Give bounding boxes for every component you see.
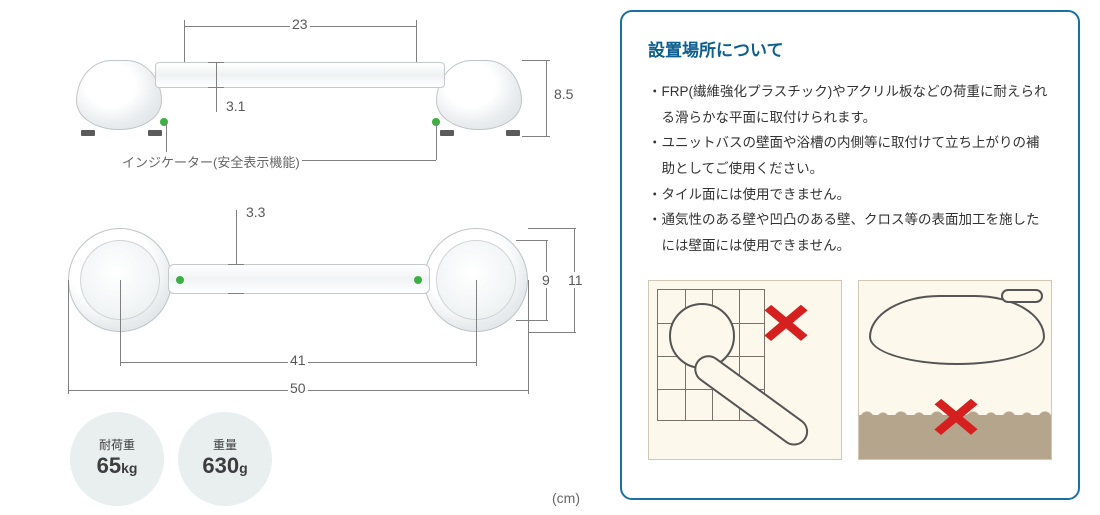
spec-unit: g bbox=[239, 460, 248, 476]
installation-info-panel: 設置場所について ・FRP(繊維強化プラスチック)やアクリル板などの荷重に耐えら… bbox=[620, 10, 1080, 500]
dim-tick bbox=[516, 320, 548, 321]
red-x-icon: × bbox=[931, 381, 981, 453]
grab-bar-side bbox=[155, 62, 445, 88]
dim-tick bbox=[184, 20, 185, 62]
dim-line bbox=[546, 60, 547, 136]
dim-tick bbox=[208, 87, 224, 88]
indicator-dot bbox=[176, 276, 184, 284]
info-bullet: ・FRP(繊維強化プラスチック)やアクリル板などの荷重に耐えられる滑らかな平面に… bbox=[648, 79, 1052, 130]
dim-tick bbox=[528, 332, 576, 333]
spec-value: 630 bbox=[202, 453, 239, 478]
dim-value: 8.5 bbox=[552, 86, 575, 102]
rubber-pad bbox=[81, 130, 95, 136]
dim-value: 50 bbox=[288, 380, 308, 396]
warning-rough-surface: × bbox=[858, 280, 1052, 460]
dim-value: 3.1 bbox=[224, 98, 247, 114]
warning-tile-surface: × bbox=[648, 280, 842, 460]
dim-tick bbox=[228, 293, 244, 294]
rubber-pad bbox=[506, 130, 520, 136]
dim-tick bbox=[236, 210, 237, 264]
info-bullet: ・通気性のある壁や凹凸のある壁、クロス等の表面加工を施したには壁面には使用できま… bbox=[648, 207, 1052, 258]
spec-value: 65 bbox=[97, 453, 121, 478]
dim-tick bbox=[528, 280, 529, 394]
dimension-diagram: 23 3.1 8.5 インジケーター(安全表示機能) 3.3 9 11 41 5… bbox=[0, 0, 600, 515]
units-label: (cm) bbox=[552, 490, 580, 506]
info-bullet-list: ・FRP(繊維強化プラスチック)やアクリル板などの荷重に耐えられる滑らかな平面に… bbox=[648, 79, 1052, 258]
rubber-pad bbox=[148, 130, 162, 136]
spec-label: 耐荷重 bbox=[99, 439, 135, 453]
dim-tick bbox=[528, 228, 576, 229]
dim-tick bbox=[516, 240, 548, 241]
dim-value: 3.3 bbox=[244, 204, 267, 220]
dim-tick bbox=[208, 62, 224, 63]
suction-cup-left-side bbox=[76, 60, 162, 130]
indicator-dot bbox=[414, 276, 422, 284]
dim-tick bbox=[120, 280, 121, 366]
info-bullet: ・ユニットバスの壁面や浴槽の内側等に取付けて立ち上がりの補助としてご使用ください… bbox=[648, 130, 1052, 181]
rubber-pad bbox=[440, 130, 454, 136]
spec-unit: kg bbox=[121, 460, 137, 476]
dim-value: 11 bbox=[566, 272, 585, 288]
dim-tick bbox=[68, 280, 69, 394]
dim-value: 23 bbox=[290, 16, 310, 32]
spec-weight: 重量 630g bbox=[178, 412, 272, 506]
indicator-annotation: インジケーター(安全表示機能) bbox=[120, 152, 302, 171]
dim-value: 41 bbox=[288, 352, 308, 368]
dim-tick bbox=[522, 60, 550, 61]
spec-load-capacity: 耐荷重 65kg bbox=[70, 412, 164, 506]
red-x-icon: × bbox=[761, 287, 811, 359]
dim-tick bbox=[416, 20, 417, 62]
info-bullet: ・タイル面には使用できません。 bbox=[648, 182, 1052, 208]
info-title: 設置場所について bbox=[648, 36, 1052, 61]
warning-illustrations: × × bbox=[648, 280, 1052, 460]
dim-tick bbox=[476, 280, 477, 366]
annot-line bbox=[436, 124, 437, 160]
dim-tick bbox=[228, 264, 244, 265]
suction-cup-right-side bbox=[436, 60, 522, 130]
spec-label: 重量 bbox=[213, 439, 237, 453]
dim-tick bbox=[522, 136, 550, 137]
dim-value: 9 bbox=[540, 272, 552, 288]
grab-bar-top bbox=[168, 264, 430, 294]
